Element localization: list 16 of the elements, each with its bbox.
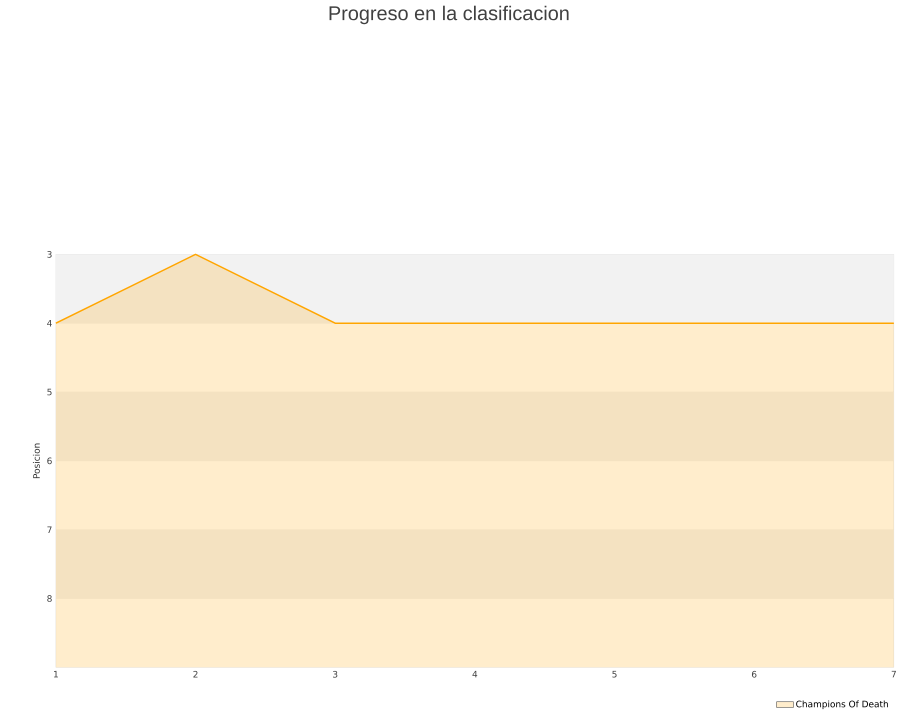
x-tick-label: 4 xyxy=(472,671,478,678)
x-tick-label: 2 xyxy=(193,671,198,678)
y-axis-title: Posicion xyxy=(32,444,40,478)
y-tick-label: 6 xyxy=(47,458,52,464)
x-tick-label: 3 xyxy=(333,671,338,678)
y-tick-label: 8 xyxy=(47,595,52,602)
x-tick-label: 1 xyxy=(54,671,58,678)
y-tick-label: 4 xyxy=(47,320,52,327)
chart-title: Progreso en la clasificacion xyxy=(330,6,569,24)
y-tick-label: 5 xyxy=(47,388,52,396)
x-tick-label: 7 xyxy=(892,671,896,678)
x-tick-label: 5 xyxy=(612,671,617,678)
legend-label: Champions Of Death xyxy=(796,700,888,710)
y-tick-label: 7 xyxy=(47,526,52,534)
y-tick-label: 3 xyxy=(47,251,52,258)
x-tick-label: 6 xyxy=(752,671,756,678)
